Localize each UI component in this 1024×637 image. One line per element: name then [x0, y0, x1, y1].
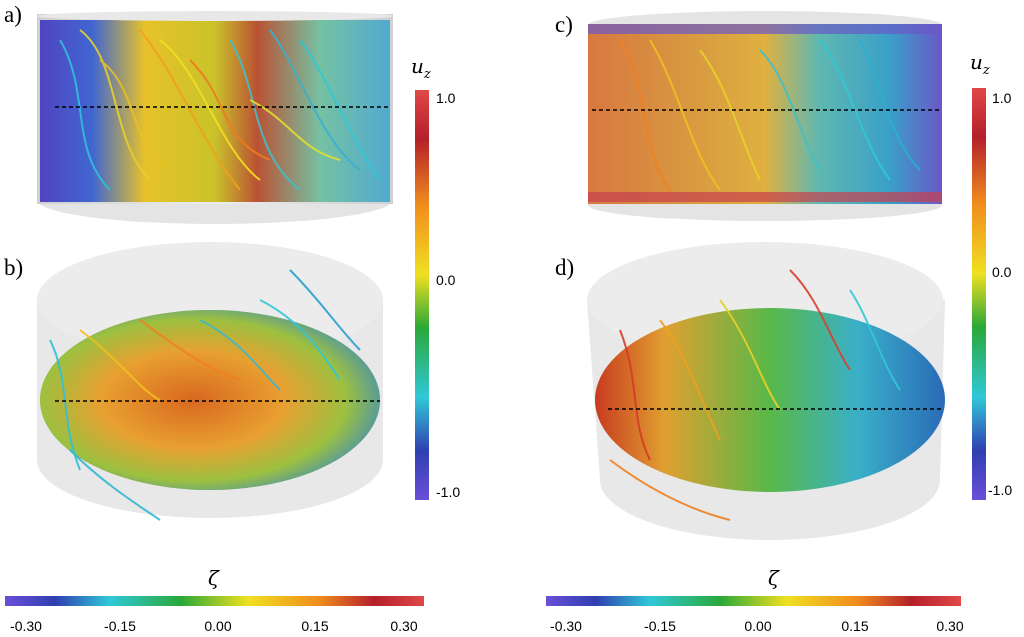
zeta-symbol-right: ζ: [768, 566, 779, 590]
uz-symbol-right: uz: [970, 50, 990, 78]
uz-tick-right-bottom: -1.0: [988, 482, 1013, 498]
uz-tick-right-mid: 0.0: [992, 264, 1012, 280]
panel-a-cylinder: [37, 11, 393, 224]
uz-tick-right-top: 1.0: [992, 90, 1012, 106]
zeta-tick-right-0: -0.30: [550, 618, 582, 634]
panel-label-b: b): [4, 255, 24, 280]
zeta-colorbar-left: [5, 596, 424, 606]
zeta-tick-left-2: 0.00: [204, 618, 232, 634]
uz-tick-left-top: 1.0: [436, 90, 456, 106]
panel-b-cylinder: [37, 242, 383, 521]
zeta-tick-left-1: -0.15: [104, 618, 136, 634]
zeta-tick-right-4: 0.30: [936, 618, 964, 634]
panel-label-c: c): [555, 12, 573, 37]
zeta-tick-left-4: 0.30: [390, 618, 418, 634]
uz-tick-left-bottom: -1.0: [436, 484, 461, 500]
uz-tick-left-mid: 0.0: [436, 272, 456, 288]
panel-d-cylinder: [587, 242, 945, 540]
zeta-tick-left-0: -0.30: [10, 618, 42, 634]
panel-c-cylinder: [588, 11, 942, 221]
panel-label-a: a): [4, 2, 22, 27]
zeta-tick-left-3: 0.15: [301, 618, 329, 634]
zeta-colorbar-right: [546, 596, 961, 606]
zeta-tick-right-2: 0.00: [744, 618, 772, 634]
zeta-tick-right-1: -0.15: [644, 618, 676, 634]
zeta-tick-right-3: 0.15: [841, 618, 869, 634]
uz-colorbar-right: [972, 88, 986, 500]
panel-label-d: d): [555, 255, 575, 280]
uz-symbol-left: uz: [411, 54, 431, 82]
uz-colorbar-left: [415, 90, 429, 500]
zeta-symbol-left: ζ: [208, 566, 219, 590]
